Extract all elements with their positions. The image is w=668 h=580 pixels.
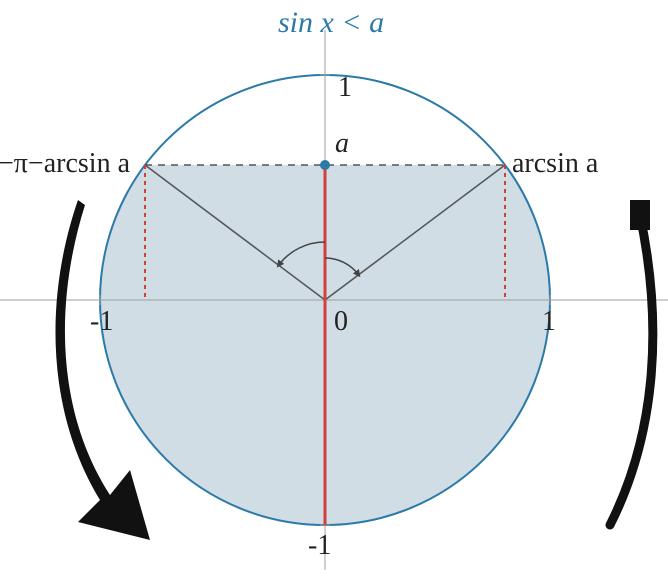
- label-one-left: -1: [90, 306, 113, 338]
- label-arcsin-left: −π−arcsin a: [0, 148, 130, 180]
- sweep-arrow-right: [610, 215, 653, 525]
- diagram-root: sin x < a 1 a arcsin a −π−arcsin a 0 1 -…: [0, 0, 668, 580]
- label-one-top: 1: [338, 72, 352, 104]
- point-a: [320, 160, 330, 170]
- label-arcsin-right: arcsin a: [512, 148, 598, 180]
- sweep-arrow-right-cap: [630, 200, 650, 230]
- label-one-bottom: -1: [308, 530, 331, 562]
- label-one-right: 1: [542, 306, 556, 338]
- label-a: a: [335, 128, 349, 160]
- label-zero: 0: [334, 306, 348, 338]
- diagram-svg: [0, 0, 668, 580]
- diagram-title: sin x < a: [278, 6, 384, 40]
